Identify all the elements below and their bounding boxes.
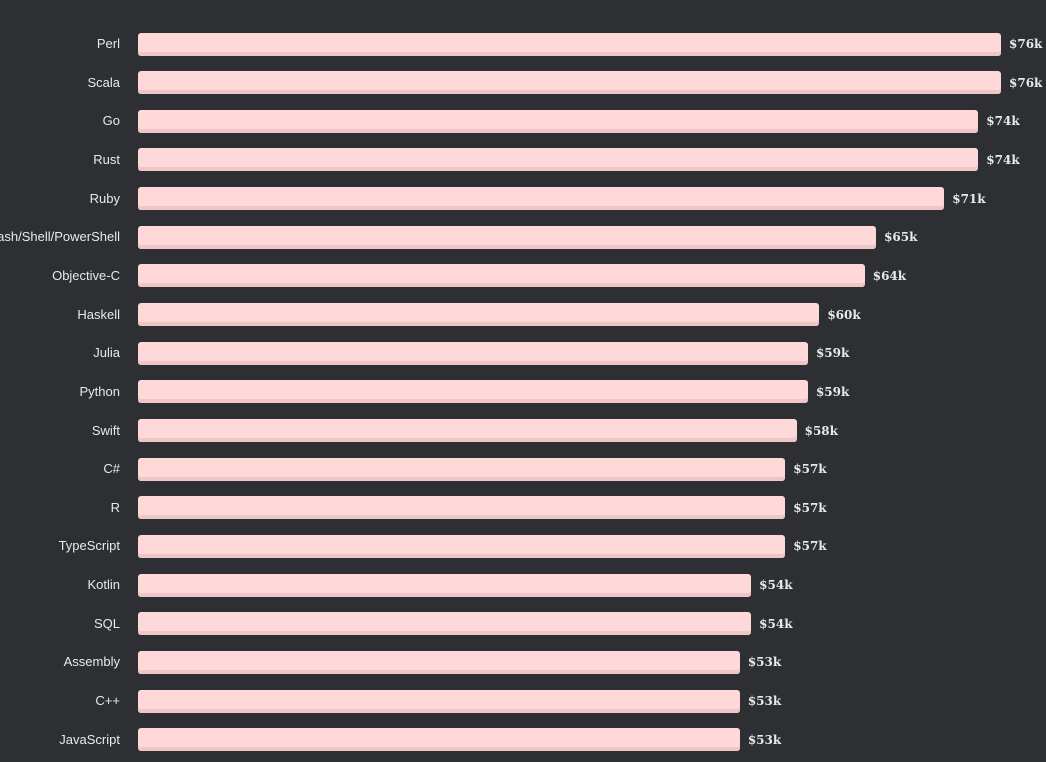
value-label: $74k bbox=[986, 114, 1020, 129]
value-label: $59k bbox=[815, 384, 850, 399]
value-label: $54k bbox=[759, 578, 793, 593]
category-label: Objective-C bbox=[52, 267, 120, 283]
category-label: C# bbox=[103, 461, 120, 477]
bar bbox=[138, 534, 786, 558]
category-label: Scala bbox=[87, 74, 120, 90]
bar bbox=[138, 148, 979, 172]
bar bbox=[138, 689, 740, 713]
category-label: Go bbox=[102, 113, 120, 129]
bar bbox=[138, 496, 786, 520]
bar bbox=[138, 264, 865, 288]
value-label: $54k bbox=[759, 616, 793, 631]
bar bbox=[138, 457, 786, 481]
value-label: $64k bbox=[872, 268, 907, 283]
bar bbox=[138, 225, 877, 249]
value-label: $57k bbox=[793, 500, 827, 515]
value-label: $65k bbox=[884, 230, 918, 245]
value-label: $71k bbox=[952, 191, 986, 206]
bar bbox=[138, 612, 752, 636]
value-label: $76k bbox=[1009, 37, 1043, 51]
bar bbox=[138, 419, 797, 442]
value-label: $57k bbox=[793, 539, 827, 554]
value-label: $53k bbox=[747, 694, 782, 709]
bar bbox=[138, 728, 740, 752]
category-label: Bash/Shell/PowerShell bbox=[0, 229, 120, 245]
category-label: Ruby bbox=[89, 190, 120, 206]
category-label: Haskell bbox=[77, 306, 120, 322]
category-label: R bbox=[110, 499, 120, 515]
value-label: $53k bbox=[747, 732, 782, 747]
category-label: Assembly bbox=[63, 654, 120, 670]
value-label: $58k bbox=[804, 423, 838, 438]
value-label: $53k bbox=[747, 655, 782, 670]
category-label: JavaScript bbox=[59, 731, 120, 747]
category-label: Python bbox=[79, 383, 120, 399]
bar bbox=[138, 341, 808, 365]
bar bbox=[138, 573, 752, 597]
bar bbox=[138, 187, 945, 211]
bar bbox=[138, 109, 979, 133]
value-label: $59k bbox=[815, 346, 850, 361]
category-label: Kotlin bbox=[87, 577, 120, 593]
bar bbox=[138, 32, 1001, 56]
bar bbox=[138, 303, 820, 327]
category-label: Swift bbox=[91, 422, 120, 438]
value-label: $60k bbox=[827, 307, 861, 322]
bar bbox=[138, 650, 740, 674]
category-label: Julia bbox=[93, 345, 120, 361]
value-label: $57k bbox=[793, 462, 827, 477]
value-label: $76k bbox=[1009, 75, 1043, 90]
category-label: Perl bbox=[96, 36, 120, 51]
category-label: C++ bbox=[95, 693, 120, 709]
category-label: SQL bbox=[93, 615, 120, 631]
category-label: TypeScript bbox=[58, 538, 120, 554]
category-label: Rust bbox=[93, 151, 120, 167]
value-label: $74k bbox=[986, 152, 1020, 167]
bar bbox=[138, 380, 808, 404]
bar bbox=[138, 71, 1001, 95]
